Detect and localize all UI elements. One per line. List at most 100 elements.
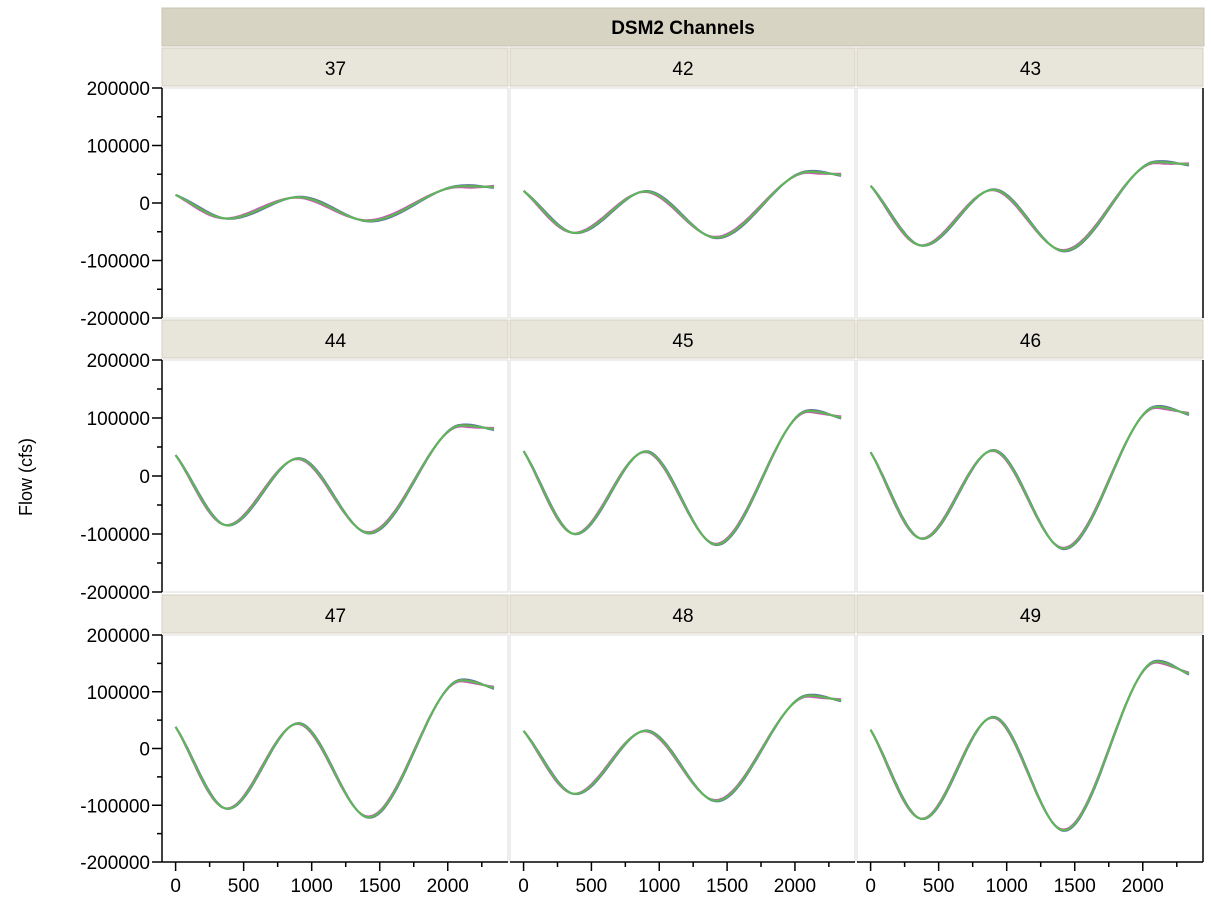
panel-45: 45 xyxy=(509,319,856,593)
y-tick-label: 0 xyxy=(139,467,150,488)
series-line-3 xyxy=(869,660,1190,832)
x-tick-label: 500 xyxy=(576,876,608,897)
y-tick-label: -200000 xyxy=(80,309,150,330)
x-tick-label: 0 xyxy=(865,876,876,897)
series-line-3 xyxy=(522,694,842,803)
panel-strip-label: 37 xyxy=(325,59,346,80)
series-line-2 xyxy=(869,406,1190,549)
series-line-4 xyxy=(174,424,495,534)
panel-strip-background xyxy=(856,319,1204,359)
series-line-2 xyxy=(175,184,494,222)
panel-strip-label: 48 xyxy=(672,606,693,627)
panel-frame xyxy=(161,87,509,319)
y-tick-label: 0 xyxy=(139,740,150,761)
series-line-1 xyxy=(522,169,842,240)
panel-strip-background xyxy=(161,47,509,87)
chart-title: DSM2 Channels xyxy=(611,18,755,39)
panel-frame xyxy=(509,359,856,593)
panel-strip-background xyxy=(509,594,856,634)
panel-strip-background xyxy=(161,594,509,634)
x-tick-label: 1500 xyxy=(1054,876,1096,897)
series-line-2 xyxy=(174,680,495,818)
panel-47: 47 -200000 -100000 0 100000 200000 0 500 1000 150… xyxy=(80,594,509,897)
panel-frame xyxy=(509,87,856,319)
panel-frame xyxy=(509,634,856,863)
panel-strip-background xyxy=(856,594,1204,634)
series-line-2 xyxy=(522,695,842,802)
series-line-3 xyxy=(174,679,495,819)
panel-frame xyxy=(161,359,509,593)
x-tick-label: 2000 xyxy=(774,876,816,897)
series-line-4 xyxy=(869,406,1190,550)
y-tick-label: 200000 xyxy=(87,626,150,647)
series-line-3 xyxy=(174,424,495,535)
x-tick-label: 1000 xyxy=(291,876,333,897)
panel-43: 43 xyxy=(856,47,1204,319)
x-tick-label: 2000 xyxy=(1122,876,1164,897)
panel-strip-background xyxy=(161,319,509,359)
panel-frame xyxy=(161,634,509,863)
x-tick-label: 500 xyxy=(228,876,260,897)
panel-48: 48 0 500 1000 1500 2000 xyxy=(509,594,856,897)
series-line-4 xyxy=(522,409,842,546)
y-axis-label: Flow (cfs) xyxy=(16,438,36,516)
series-line-2 xyxy=(869,661,1190,831)
y-tick-label: 100000 xyxy=(87,683,150,704)
series-line-1 xyxy=(869,160,1190,253)
series-line-1 xyxy=(522,693,842,803)
x-tick-label: 0 xyxy=(170,876,181,897)
y-tick-label: 100000 xyxy=(87,409,150,430)
y-tick-label: -200000 xyxy=(80,583,150,604)
series-line-3 xyxy=(522,170,842,239)
series-line-1 xyxy=(869,405,1190,551)
x-tick-label: 0 xyxy=(518,876,529,897)
panel-strip-label: 47 xyxy=(325,606,346,627)
panel-strip-label: 46 xyxy=(1020,331,1041,352)
panel-strip-background xyxy=(509,47,856,87)
panel-strip-label: 44 xyxy=(325,331,347,352)
series-line-4 xyxy=(522,694,842,802)
y-tick-label: 0 xyxy=(139,194,150,215)
y-tick-label: 100000 xyxy=(87,137,150,158)
panel-46: 46 xyxy=(856,319,1204,593)
panel-strip-label: 42 xyxy=(672,59,693,80)
panel-frame xyxy=(856,634,1204,863)
series-line-4 xyxy=(175,185,494,222)
series-line-2 xyxy=(174,425,495,534)
title-strip-background xyxy=(161,7,1205,47)
series-line-1 xyxy=(175,184,495,223)
title-strip: DSM2 Channels xyxy=(161,7,1205,47)
series-line-3 xyxy=(869,160,1190,253)
series-line-3 xyxy=(522,409,842,546)
y-tick-label: 200000 xyxy=(87,351,150,372)
series-line-4 xyxy=(522,170,842,239)
panel-strip-label: 45 xyxy=(672,331,693,352)
panel-strip-label: 43 xyxy=(1020,59,1041,80)
series-line-1 xyxy=(869,659,1190,832)
panel-37: 37 -200000 -100000 0 100000 200000 xyxy=(80,47,509,330)
y-tick-label: -200000 xyxy=(80,853,150,874)
y-tick-label: -100000 xyxy=(80,525,150,546)
series-line-1 xyxy=(174,423,495,535)
x-tick-label: 1500 xyxy=(706,876,748,897)
y-tick-label: 200000 xyxy=(87,79,150,100)
x-tick-label: 1000 xyxy=(638,876,680,897)
series-line-4 xyxy=(869,660,1190,832)
x-tick-label: 2000 xyxy=(427,876,469,897)
panel-strip-label: 49 xyxy=(1020,606,1041,627)
series-line-2 xyxy=(522,410,842,545)
panel-frame xyxy=(856,87,1204,319)
panel-strip-background xyxy=(856,47,1204,87)
series-line-2 xyxy=(522,171,842,238)
y-tick-label: -100000 xyxy=(80,796,150,817)
series-line-3 xyxy=(175,184,495,223)
panel-44: 44 -200000 -100000 0 100000 200000 xyxy=(80,319,509,604)
series-line-2 xyxy=(869,162,1189,251)
series-line-3 xyxy=(869,405,1190,550)
series-line-1 xyxy=(522,409,842,547)
panel-49: 49 0 500 1000 1500 2000 xyxy=(856,594,1204,897)
series-line-4 xyxy=(174,679,495,819)
panel-strip-background xyxy=(509,319,856,359)
